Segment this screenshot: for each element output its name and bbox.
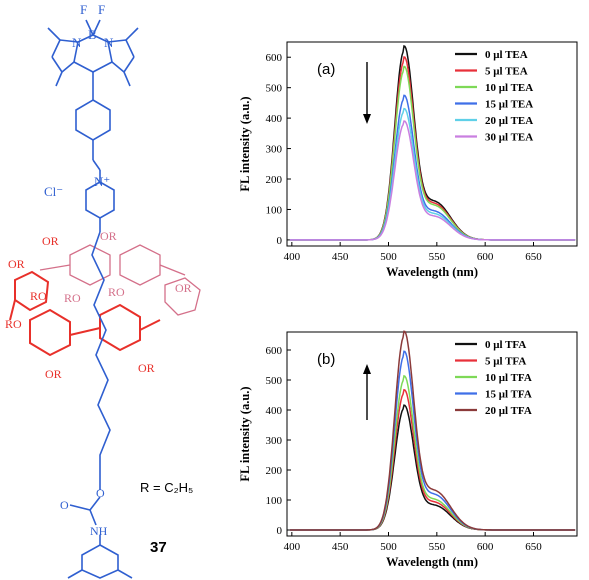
pillararene-front bbox=[9, 270, 161, 357]
y-tick-label: 200 bbox=[266, 465, 283, 477]
legend-label: 5 μl TEA bbox=[485, 66, 528, 78]
svg-text:O: O bbox=[96, 486, 105, 500]
y-tick-label: 600 bbox=[266, 345, 283, 357]
x-tick-label: 550 bbox=[429, 541, 446, 553]
series-line bbox=[289, 107, 576, 241]
svg-text:B: B bbox=[88, 27, 97, 42]
legend-label: 0 μl TFA bbox=[485, 339, 526, 351]
svg-text:OR: OR bbox=[42, 234, 59, 248]
svg-text:F: F bbox=[98, 2, 105, 17]
legend-label: 30 μl TEA bbox=[485, 132, 533, 144]
trend-arrowhead bbox=[363, 114, 371, 124]
x-tick-label: 400 bbox=[284, 251, 301, 263]
svg-text:OR: OR bbox=[138, 361, 155, 375]
y-tick-label: 400 bbox=[266, 113, 283, 125]
series-line bbox=[289, 388, 576, 531]
legend-label: 15 μl TFA bbox=[485, 389, 532, 401]
x-tick-label: 550 bbox=[429, 251, 446, 263]
svg-text:RO: RO bbox=[108, 285, 125, 299]
counterion-label: Cl⁻ bbox=[44, 184, 63, 199]
series-line bbox=[289, 374, 576, 531]
x-tick-label: 400 bbox=[284, 541, 301, 553]
plot-frame bbox=[286, 41, 578, 247]
svg-text:OR: OR bbox=[8, 257, 25, 271]
svg-text:RO: RO bbox=[64, 291, 81, 305]
legend-label: 20 μl TFA bbox=[485, 405, 532, 417]
plot-frame bbox=[286, 331, 578, 537]
svg-text:NH: NH bbox=[90, 524, 108, 538]
x-tick-label: 500 bbox=[380, 541, 397, 553]
x-tick-label: 650 bbox=[525, 251, 542, 263]
svg-text:RO: RO bbox=[30, 289, 47, 303]
panel-label: (a) bbox=[317, 61, 335, 78]
r-definition: R = C₂H₅ bbox=[140, 480, 193, 495]
panel-label: (b) bbox=[317, 351, 335, 368]
y-tick-label: 500 bbox=[266, 83, 283, 95]
series-line bbox=[289, 120, 576, 241]
y-tick-label: 100 bbox=[266, 204, 283, 216]
compound-number: 37 bbox=[150, 539, 167, 556]
x-axis-label: Wavelength (nm) bbox=[386, 555, 478, 569]
y-tick-label: 600 bbox=[266, 52, 283, 64]
series-line bbox=[289, 404, 576, 531]
x-axis-label: Wavelength (nm) bbox=[386, 265, 478, 279]
bodipy-labels: F F B N N N⁺ Cl⁻ bbox=[44, 2, 114, 199]
y-axis-label: FL intensity (a.u.) bbox=[238, 386, 252, 481]
alkyl-chain bbox=[67, 231, 133, 579]
legend-label: 0 μl TEA bbox=[485, 49, 528, 61]
y-tick-label: 0 bbox=[277, 235, 283, 247]
chart-panel-a: 400 450 500 550 600 650 0 100 200 300 400 500 600 Wav… bbox=[238, 41, 578, 279]
svg-text:F: F bbox=[80, 2, 87, 17]
legend-label: 20 μl TEA bbox=[485, 115, 533, 127]
x-tick-label: 450 bbox=[332, 541, 349, 553]
svg-text:O: O bbox=[60, 498, 69, 512]
pillararene-back bbox=[39, 244, 201, 316]
bodipy-core bbox=[47, 19, 139, 232]
svg-text:RO: RO bbox=[5, 317, 22, 331]
y-axis-label: FL intensity (a.u.) bbox=[238, 96, 252, 191]
y-tick-label: 300 bbox=[266, 435, 283, 447]
y-tick-label: 400 bbox=[266, 405, 283, 417]
trend-arrowhead bbox=[363, 364, 371, 374]
x-tick-label: 600 bbox=[477, 541, 494, 553]
x-tick-label: 500 bbox=[380, 251, 397, 263]
legend-label: 15 μl TEA bbox=[485, 99, 533, 111]
legend-label: 5 μl TFA bbox=[485, 356, 526, 368]
svg-text:N: N bbox=[104, 35, 114, 50]
svg-text:N: N bbox=[72, 35, 82, 50]
molecule-structure: F F B N N N⁺ Cl⁻ OR OR OR RO RO RO OR RO… bbox=[5, 2, 201, 579]
x-tick-label: 650 bbox=[525, 541, 542, 553]
legend-label: 10 μl TEA bbox=[485, 82, 533, 94]
svg-text:OR: OR bbox=[175, 281, 192, 295]
y-tick-label: 500 bbox=[266, 375, 283, 387]
y-tick-label: 100 bbox=[266, 495, 283, 507]
svg-text:OR: OR bbox=[100, 229, 117, 243]
x-tick-label: 450 bbox=[332, 251, 349, 263]
carbamate-labels: O O NH bbox=[60, 486, 108, 538]
chart-panel-b: 400 450 500 550 600 650 0 100 200 300 400 500 600 Wav… bbox=[238, 330, 578, 569]
series-line bbox=[289, 350, 576, 531]
y-tick-label: 0 bbox=[277, 525, 283, 537]
y-tick-label: 300 bbox=[266, 144, 283, 156]
svg-text:N⁺: N⁺ bbox=[94, 174, 110, 189]
substituent-labels: OR OR OR RO RO RO OR RO OR OR bbox=[5, 229, 192, 381]
y-tick-label: 200 bbox=[266, 174, 283, 186]
x-tick-label: 600 bbox=[477, 251, 494, 263]
legend-label: 10 μl TFA bbox=[485, 372, 532, 384]
series-line bbox=[289, 330, 576, 531]
svg-text:OR: OR bbox=[45, 367, 62, 381]
